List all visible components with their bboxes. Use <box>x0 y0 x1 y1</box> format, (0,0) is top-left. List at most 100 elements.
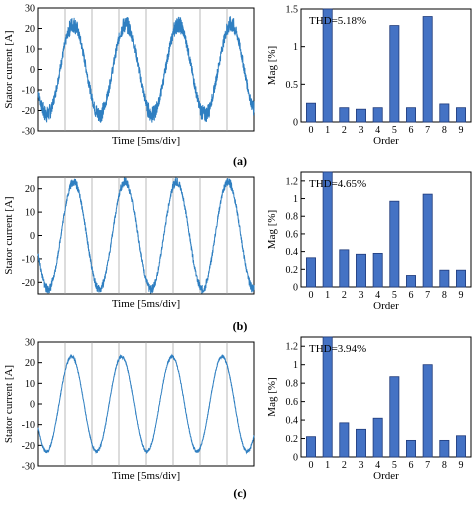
harmonic-bar-2 <box>339 249 350 288</box>
harmonic-bar-9 <box>456 269 466 288</box>
order-tick-label: 2 <box>342 290 347 301</box>
order-tick-label: 3 <box>359 125 364 136</box>
harmonic-bar-0 <box>306 257 316 288</box>
panel-label: (c) <box>233 486 246 500</box>
harmonic-bar-1 <box>322 8 333 123</box>
order-tick-label: 5 <box>392 125 397 136</box>
thd-annotation: THD=3.94% <box>309 343 366 355</box>
y-axis-label: Stator current [A] <box>3 365 15 443</box>
x-axis-label: Time [5ms/div] <box>112 298 180 310</box>
order-tick-label: 2 <box>342 460 347 471</box>
stator-current-trace <box>37 353 255 455</box>
order-tick-label: 4 <box>375 460 380 471</box>
order-tick-label: 7 <box>425 460 430 471</box>
y-tick-label: 0 <box>30 231 35 242</box>
order-tick-label: 6 <box>409 460 414 471</box>
x-axis-label: Order <box>373 470 399 482</box>
harmonic-bar-9 <box>456 435 466 458</box>
order-tick-label: 6 <box>409 290 414 301</box>
y-tick-label: -20 <box>22 106 35 117</box>
order-tick-label: 4 <box>375 290 380 301</box>
order-tick-label: 5 <box>392 290 397 301</box>
y-tick-label: 1 <box>293 360 298 371</box>
y-tick-label: 30 <box>25 4 35 15</box>
harmonic-bar-6 <box>406 107 416 123</box>
y-axis-label: Mag [%] <box>266 46 278 85</box>
order-tick-label: 8 <box>442 290 447 301</box>
y-tick-label: 0.5 <box>286 80 299 91</box>
panel-label: (a) <box>233 154 247 168</box>
y-tick-label: 0 <box>30 400 35 411</box>
harmonic-bar-8 <box>439 269 450 288</box>
harmonic-bar-1 <box>322 336 333 458</box>
harmonic-bar-4 <box>372 417 383 458</box>
panel-label: (b) <box>233 319 248 333</box>
y-tick-label: 20 <box>25 184 35 195</box>
order-tick-label: 7 <box>425 125 430 136</box>
y-axis-label: Mag [%] <box>266 377 278 416</box>
order-tick-label: 9 <box>459 125 464 136</box>
order-tick-label: 0 <box>309 125 314 136</box>
x-axis-label: Time [5ms/div] <box>112 470 180 482</box>
y-tick-label: -20 <box>22 441 35 452</box>
y-tick-label: 0.2 <box>286 434 299 445</box>
y-tick-label: 0 <box>293 283 298 294</box>
y-axis-label: Mag [%] <box>266 210 278 249</box>
harmonic-bar-9 <box>456 107 466 123</box>
y-tick-label: 20 <box>25 358 35 369</box>
order-tick-label: 4 <box>375 125 380 136</box>
harmonic-bar-2 <box>339 107 350 123</box>
y-tick-label: 1 <box>293 42 298 53</box>
y-tick-label: 0.2 <box>286 265 299 276</box>
y-axis-label: Stator current [A] <box>3 30 15 108</box>
y-tick-label: 1 <box>293 194 298 205</box>
harmonic-bar-2 <box>339 422 350 458</box>
stator-current-trace <box>37 177 255 294</box>
waveform-panel-3: -30 -20 -10 0 10 20 30 Stator current [A] Time [… <box>3 338 255 482</box>
harmonic-bar-6 <box>406 439 416 458</box>
y-tick-label: 30 <box>25 338 35 349</box>
y-tick-label: -30 <box>22 127 35 138</box>
harmonic-bar-8 <box>439 439 450 458</box>
thd-annotation: THD=4.65% <box>309 178 366 190</box>
y-tick-label: -10 <box>22 420 35 431</box>
harmonic-bar-7 <box>422 364 433 458</box>
order-tick-label: 3 <box>359 290 364 301</box>
y-tick-label: 20 <box>25 24 35 35</box>
y-tick-label: 0 <box>293 118 298 129</box>
order-tick-label: 2 <box>342 125 347 136</box>
y-tick-label: 0.6 <box>286 397 299 408</box>
order-tick-label: 9 <box>459 290 464 301</box>
harmonic-bar-4 <box>372 107 383 123</box>
harmonic-bar-8 <box>439 103 450 123</box>
order-tick-label: 0 <box>309 290 314 301</box>
x-axis-label: Time [5ms/div] <box>112 135 180 147</box>
y-tick-label: 0.4 <box>286 247 299 258</box>
harmonic-bar-3 <box>356 253 366 288</box>
y-tick-label: -10 <box>22 86 35 97</box>
y-axis-label: Stator current [A] <box>3 196 15 274</box>
harmonic-bar-4 <box>372 252 383 288</box>
y-tick-label: 1.2 <box>286 342 299 353</box>
order-tick-label: 8 <box>442 125 447 136</box>
x-axis-label: Order <box>373 300 399 312</box>
thd-annotation: THD=5.18% <box>309 15 366 27</box>
harmonic-bar-0 <box>306 102 316 123</box>
harmonic-bar-6 <box>406 275 416 288</box>
harmonic-bar-5 <box>389 25 400 123</box>
y-tick-label: 0 <box>293 453 298 464</box>
y-tick-label: -20 <box>22 278 35 289</box>
y-tick-label: 1.2 <box>286 176 299 187</box>
order-tick-label: 3 <box>359 460 364 471</box>
order-tick-label: 6 <box>409 125 414 136</box>
y-tick-label: 0.4 <box>286 416 299 427</box>
order-tick-label: 8 <box>442 460 447 471</box>
harmonic-bar-7 <box>422 193 433 288</box>
x-axis-label: Order <box>373 135 399 147</box>
y-tick-label: 1.5 <box>286 5 299 16</box>
y-tick-label: 0.8 <box>286 212 299 223</box>
harmonic-bar-5 <box>389 376 400 458</box>
